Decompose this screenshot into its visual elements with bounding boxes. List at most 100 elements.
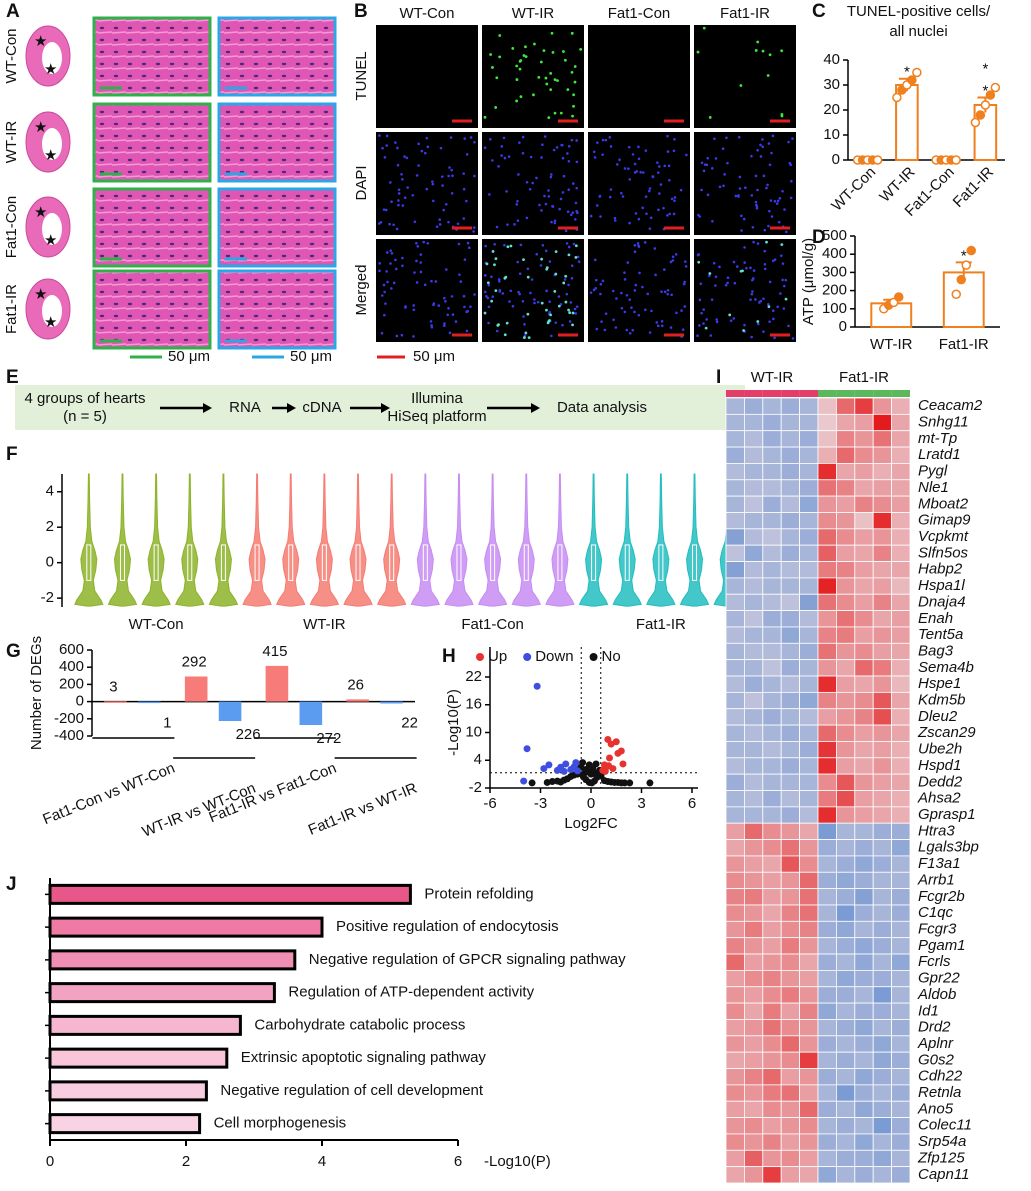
nucleus [726,276,730,279]
tunel-dot [708,116,712,119]
nucleus [752,269,756,272]
heatmap-cell [762,969,782,988]
nucleus [458,273,461,276]
value-label: 22 [401,715,418,732]
nucleus [773,336,776,340]
heatmap-cell [744,397,764,415]
nucleus [589,214,593,218]
panel-letter: I [716,367,721,388]
violin-box [220,544,226,581]
heatmap-cell [836,969,856,988]
nucleus [450,295,454,298]
nucleus [722,184,725,188]
heatmap-cell [780,953,801,971]
heatmap-cell [854,790,874,808]
nucleus [663,164,667,168]
heatmap-cell [744,413,764,432]
row-label: Zscan29 [917,724,976,741]
nucleus [659,183,663,186]
heatmap-cell [891,790,911,808]
nucleus [667,164,671,168]
heatmap-cell [744,969,764,988]
nucleus [675,311,678,315]
heatmap-cell [817,1068,837,1086]
nucleus [673,138,676,141]
tunel-dot [573,80,577,84]
nucleus [415,174,419,177]
workflow-step: Data analysis [557,399,647,416]
nucleus [776,305,779,309]
heatmap-cell [780,969,801,988]
tunel-dot [523,336,526,339]
data-point [980,100,991,110]
heatmap-cell [780,1166,801,1184]
data-point [614,749,622,757]
heatmap-cell [744,479,764,497]
violin [511,473,542,607]
heatmap-cell [854,675,874,693]
nucleus [628,221,631,225]
heatmap-cell [836,561,856,579]
heatmap-cell [836,544,856,562]
row-label: Ceacam2 [918,397,983,414]
nucleus [392,281,396,285]
nucleus [670,293,673,297]
nucleus [755,207,759,210]
heatmap-cell [817,1002,837,1020]
tunel-dot [498,34,502,37]
nucleus [385,270,388,273]
nucleus [540,156,543,159]
nucleus [415,259,418,263]
heatmap-cell [780,577,801,595]
nucleus [423,283,427,287]
heatmap-cell [891,839,911,857]
heatmap-cell [872,741,893,759]
nucleus [657,208,660,212]
nucleus [777,220,781,224]
tunel-dot [562,50,565,53]
heatmap-cell [872,937,893,955]
heatmap-cell [817,1133,837,1151]
heatmap-cell [817,691,837,710]
nucleus [663,268,666,271]
y-tick-label: 10 [823,126,840,143]
heatmap-cell [725,953,745,971]
violin-box [153,544,159,581]
nucleus [592,288,596,292]
heatmap-cell [744,561,764,579]
y-axis-label: ATP (μmol/g) [800,238,817,325]
nucleus [457,242,461,246]
nucleus [406,186,409,189]
heatmap-cell [891,691,911,710]
nucleus [526,267,530,271]
tunel-dot [526,275,530,279]
tunel-dot [756,320,760,323]
nucleus [384,302,387,305]
x-tick-label: 6 [688,795,696,812]
fluorescence-image [376,239,478,342]
data-point [548,778,556,786]
heatmap-cell [854,904,874,922]
nucleus [783,208,786,211]
nucleus [449,136,453,139]
arrow-head [531,403,540,413]
row-label: Srp54a [918,1133,966,1150]
heatmap-cell [872,1166,893,1184]
tunel-dot [761,49,765,53]
nucleus [525,216,529,220]
violin-box [187,544,193,581]
data-point [579,759,587,767]
heatmap-cell [780,593,801,612]
heatmap-cell [872,544,893,562]
heatmap-cell [872,397,893,415]
heatmap-cell [780,610,801,628]
nucleus [431,199,435,203]
violin-box [658,544,664,581]
heatmap-cell [872,593,893,612]
heatmap-cell [854,561,874,579]
tunel-dot [494,257,498,261]
group-bar [781,390,800,397]
group-label: WT-Con [129,616,184,633]
heatmap-cell [854,1002,874,1020]
x-tick-label: 4 [318,1153,326,1170]
